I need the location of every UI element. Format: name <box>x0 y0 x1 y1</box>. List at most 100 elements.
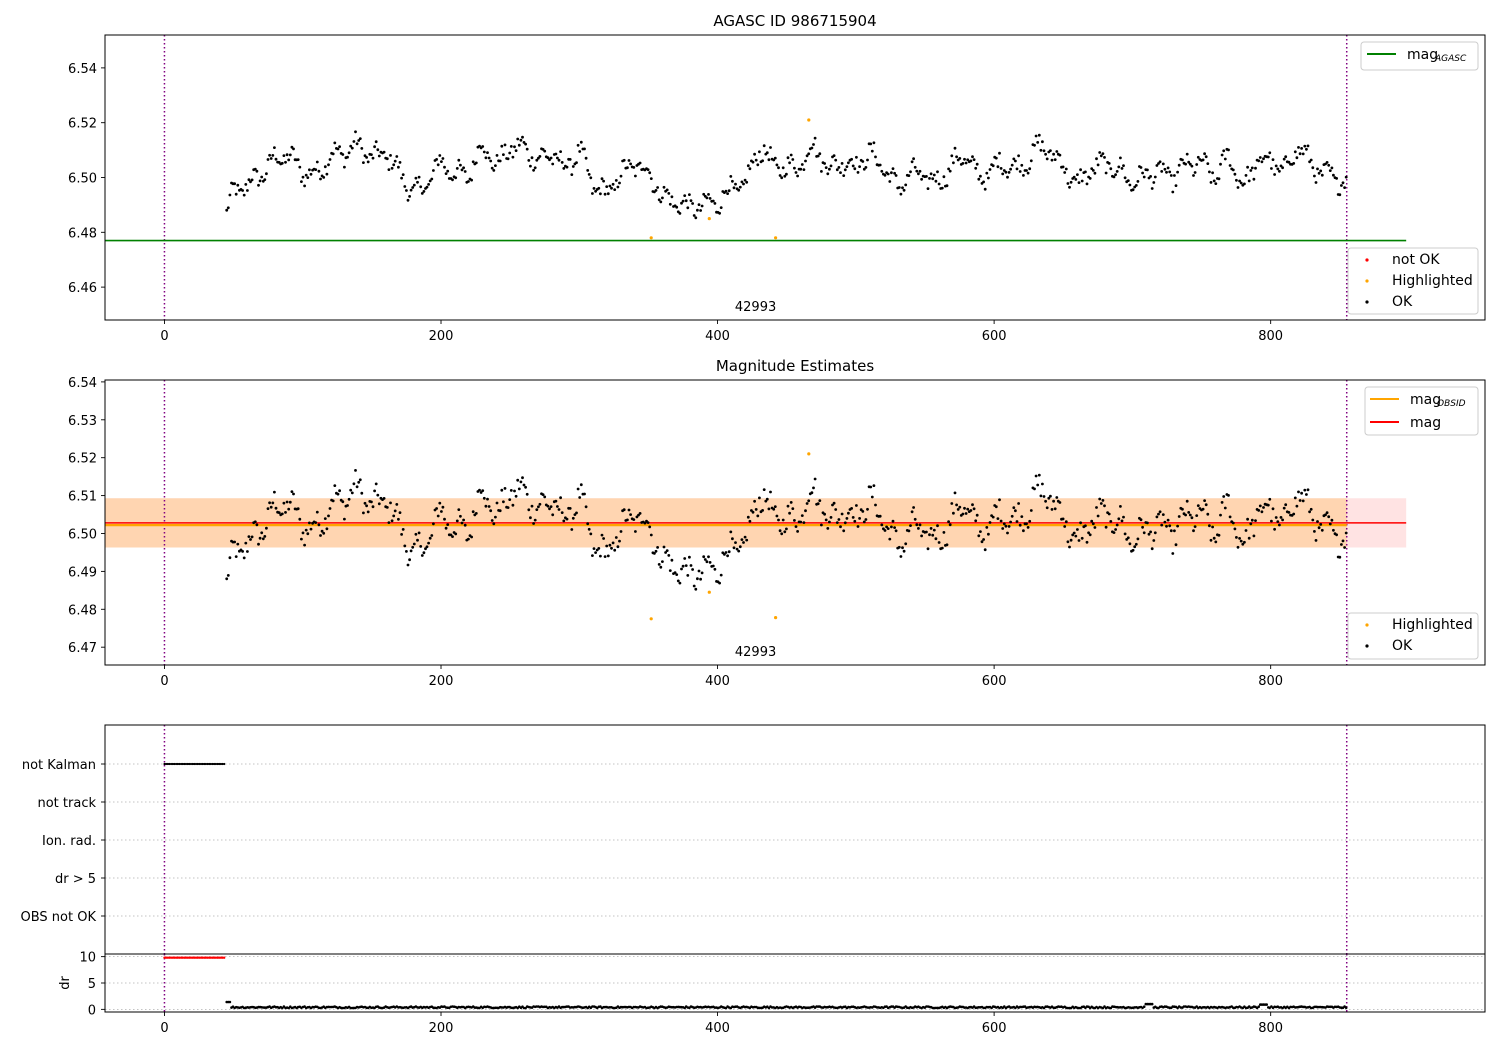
p0-series-ok-point <box>634 174 637 178</box>
p0-series-ok-point <box>584 156 588 160</box>
p0-series-ok-point <box>1177 163 1181 167</box>
p1-series-ok-point <box>813 477 817 481</box>
p0-series-ok-point <box>1303 144 1307 148</box>
p0-series-ok-point <box>705 196 709 200</box>
p1-series-ok-point <box>622 508 626 512</box>
p0-series-ok-point <box>1316 167 1319 171</box>
p0-series-ok-point <box>829 164 833 168</box>
p1-series-ok-point <box>261 537 265 541</box>
p2-flag-point <box>173 762 176 766</box>
p1-series-ok-point <box>1244 529 1248 532</box>
p0-series-ok-point <box>837 166 841 169</box>
p0-series-ok-point <box>649 177 653 181</box>
p1-series-ok-point <box>549 505 553 508</box>
p0-series-ok-point <box>459 163 462 167</box>
p0-series-ok-point <box>681 199 685 203</box>
p1-series-ok-point <box>1316 520 1319 523</box>
p1-series-ok-point <box>1303 488 1307 492</box>
p1-series-ok-point <box>562 519 566 523</box>
p1-series-ok-point <box>1308 510 1311 514</box>
p1-series-ok-point <box>1309 507 1313 511</box>
p1-series-ok-point <box>290 490 294 493</box>
p1-series-ok-point <box>1335 533 1338 537</box>
p0-series-ok-point <box>824 166 828 170</box>
p0-series-ok-point <box>718 211 721 215</box>
p0-series-ok-point <box>1168 170 1172 174</box>
p1-series-ok-point <box>839 525 842 529</box>
p0-series-ok-point <box>1025 169 1028 172</box>
p1-series-ok-point <box>1006 531 1009 535</box>
panel-dr: 0 5 10 dr 0 200 400 600 800 <box>58 951 1486 1036</box>
p0-series-ok-point <box>1187 160 1191 164</box>
p2-flag-point <box>201 762 204 766</box>
p1-series-ok-point <box>953 491 957 495</box>
p1-series-ok-point <box>374 482 378 486</box>
p0-series-ok-point <box>1327 163 1331 167</box>
p0-series-ok-point <box>603 192 607 196</box>
p1-series-ok-point <box>1223 506 1227 510</box>
p1-series-ok-point <box>955 503 958 507</box>
p0-series-ok-point <box>1273 173 1276 176</box>
p0-series-ok-point <box>490 166 494 170</box>
p1-series-ok-point <box>1088 533 1092 537</box>
p0-series-ok-point <box>583 147 586 151</box>
p1-series-ok-point <box>925 530 928 534</box>
p0-series-ok-point <box>527 159 531 162</box>
p3-xtick-label-4: 800 <box>1258 1021 1283 1036</box>
p0-series-ok-point <box>700 204 704 208</box>
p1-series-ok-point <box>387 521 391 524</box>
p0-series-ok-point <box>1195 163 1199 166</box>
p1-series-ok-point <box>1122 515 1125 519</box>
p1-series-ok-point <box>298 517 302 521</box>
p1-series-ok-point <box>1320 528 1324 532</box>
p1-series-ok-point <box>1340 543 1343 546</box>
p2-flag-point <box>216 762 219 766</box>
p1-series-ok-point <box>1209 538 1213 542</box>
p1-series-ok-point <box>474 512 478 515</box>
p1-series-ok-point <box>301 531 305 535</box>
p0-series-ok-point <box>1319 169 1323 173</box>
p0-series-ok-point <box>397 165 400 169</box>
p0-series-ok-point <box>1036 141 1040 144</box>
p1-series-ok-point <box>322 531 326 535</box>
p0-series-ok-point <box>662 185 666 189</box>
p1-series-ok-point <box>1293 496 1297 500</box>
p1-series-ok-point <box>874 503 877 507</box>
p0-series-ok-point <box>1076 173 1079 177</box>
p0-series-ok-point <box>719 206 723 210</box>
p0-series-ok-point <box>780 176 784 180</box>
p0-series-ok-point <box>913 165 917 169</box>
p0-series-ok-point <box>810 146 814 150</box>
p1-series-ok-point <box>459 514 462 518</box>
p1-annotation: 42993 <box>735 645 776 660</box>
p1-series-ok-point <box>559 496 562 500</box>
p2-flag-point <box>166 762 169 766</box>
p1-series-ok-point <box>999 519 1003 523</box>
p0-series-ok-point <box>1014 159 1017 163</box>
p0-series-ok-point <box>249 180 252 184</box>
p0-series-ok-point <box>605 185 609 189</box>
p0-series-ok-point <box>1072 175 1076 179</box>
p0-series-ok-point <box>667 192 671 195</box>
p0-series-ok-point <box>1295 156 1299 160</box>
p1-series-ok-point <box>533 518 537 522</box>
p0-series-ok-point <box>1206 162 1210 166</box>
p0-series-ok-point <box>805 154 809 158</box>
p1-series-ok-point <box>718 581 721 585</box>
p1-series-ok-point <box>1217 533 1221 537</box>
p0-series-ok-point <box>843 168 847 172</box>
p0-series-ok-point <box>775 163 779 167</box>
p0-series-ok-point <box>661 196 664 200</box>
p1-series-ok-point <box>376 493 380 497</box>
p0-series-ok-point <box>1325 161 1329 164</box>
p0-ytick-label-4: 6.54 <box>68 62 97 77</box>
p0-series-ok-point <box>1028 167 1032 171</box>
p1-series-ok-point <box>414 532 418 536</box>
p1-series-ok-point <box>1208 524 1211 528</box>
p1-series-ok-point <box>1233 527 1237 531</box>
p0-series-ok-point <box>629 162 632 166</box>
p0-series-ok-point <box>568 158 572 161</box>
p0-series-ok-point <box>1152 181 1156 184</box>
p0-series-ok-point <box>686 206 690 210</box>
